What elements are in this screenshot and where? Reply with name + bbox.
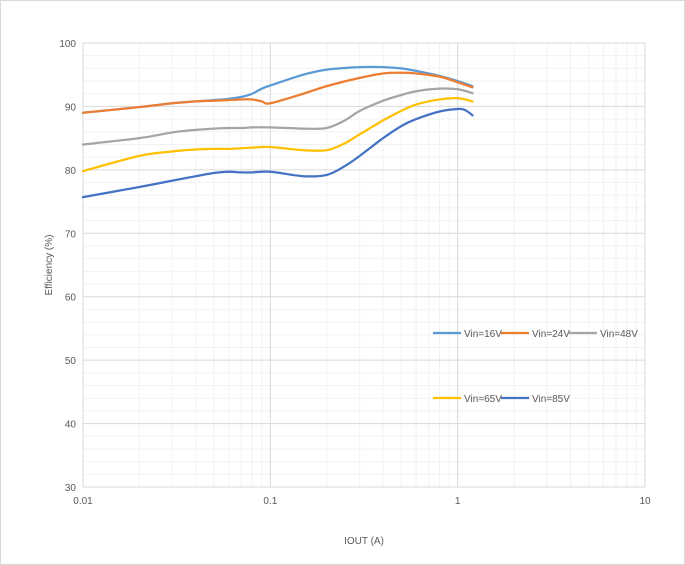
x-tick-label: 10 xyxy=(639,496,651,507)
y-tick-label: 40 xyxy=(65,420,77,431)
series-line-vin-85v xyxy=(81,107,474,199)
legend: Vin=16V Vin=24V Vin=48V Vin=65V Vin=85V xyxy=(433,329,638,405)
x-tick-label: 0.01 xyxy=(73,496,93,507)
legend-label-vin-16v: Vin=16V xyxy=(464,329,502,340)
series-line-vin-65v xyxy=(81,96,474,173)
tick-labels: 0.01 0.1 1 10 30 40 50 60 70 80 90 100 xyxy=(59,39,651,507)
x-tick-label: 1 xyxy=(455,496,461,507)
legend-label-vin-85v: Vin=85V xyxy=(532,394,570,405)
y-tick-label: 60 xyxy=(65,293,77,304)
major-gridlines xyxy=(82,42,646,488)
minor-gridlines xyxy=(83,43,645,487)
y-tick-label: 100 xyxy=(59,39,76,50)
series-line-vin-24v xyxy=(81,71,474,114)
legend-label-vin-48v: Vin=48V xyxy=(600,329,638,340)
legend-label-vin-24v: Vin=24V xyxy=(532,329,570,340)
legend-label-vin-65v: Vin=65V xyxy=(464,394,502,405)
x-tick-label: 0.1 xyxy=(263,496,277,507)
series-line-vin-48v xyxy=(81,87,474,146)
y-tick-label: 70 xyxy=(65,229,77,240)
y-tick-label: 90 xyxy=(65,102,77,113)
x-axis-title: IOUT (A) xyxy=(344,536,384,547)
y-axis-title: Efficiency (%) xyxy=(44,235,55,296)
y-tick-label: 50 xyxy=(65,356,77,367)
series-lines xyxy=(81,65,474,199)
y-tick-label: 80 xyxy=(65,166,77,177)
y-tick-label: 30 xyxy=(65,483,77,494)
